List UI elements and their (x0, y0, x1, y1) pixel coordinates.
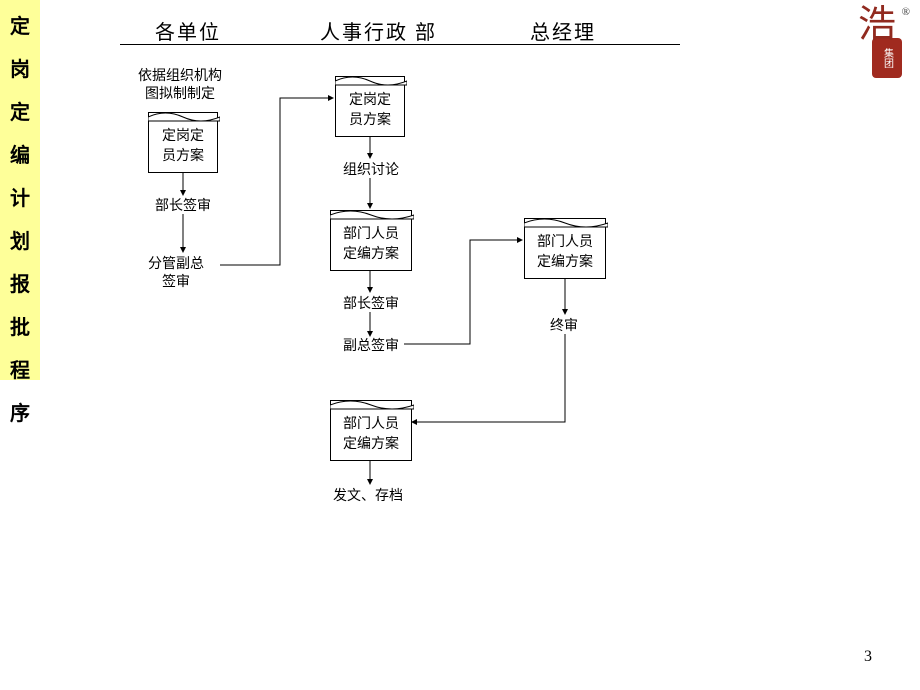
flow-text: 部长签审 (155, 198, 211, 216)
sidebar-char: 程 (10, 354, 30, 383)
flow-text: 组织讨论 (343, 162, 399, 180)
header-underline (120, 44, 680, 45)
sidebar-title: 定岗定编计划报批程序 (0, 0, 40, 380)
sidebar-char: 报 (10, 268, 30, 297)
flow-text: 终审 (550, 318, 578, 336)
flow-text: 发文、存档 (333, 488, 403, 506)
page-number: 3 (864, 648, 872, 666)
flow-text: 依据组织机构图拟制制定 (138, 68, 222, 104)
sidebar-char: 划 (10, 225, 30, 254)
registered-mark: ® (902, 6, 910, 18)
flow-text: 分管副总签审 (148, 256, 204, 292)
flow-text: 部长签审 (343, 296, 399, 314)
flow-text: 副总签审 (343, 338, 399, 356)
document-box: 部门人员定编方案 (524, 218, 606, 279)
sidebar-char: 计 (10, 182, 30, 211)
doc-box-line2: 定编方案 (339, 245, 403, 265)
document-box: 部门人员定编方案 (330, 210, 412, 271)
document-box: 部门人员定编方案 (330, 400, 412, 461)
doc-box-line1: 定岗定 (157, 127, 209, 147)
document-box: 定岗定员方案 (335, 76, 405, 137)
doc-box-line1: 定岗定 (344, 91, 396, 111)
column-header: 人事行政 部 (320, 16, 437, 45)
doc-box-line1: 部门人员 (533, 233, 597, 253)
doc-box-line1: 部门人员 (339, 225, 403, 245)
doc-box-line2: 员方案 (157, 147, 209, 167)
sidebar-char: 批 (10, 311, 30, 340)
sidebar-char: 编 (10, 139, 30, 168)
doc-box-line2: 员方案 (344, 111, 396, 131)
document-box: 定岗定员方案 (148, 112, 218, 173)
doc-box-line2: 定编方案 (339, 435, 403, 455)
column-header: 各单位 (155, 16, 221, 45)
sidebar-char: 岗 (10, 53, 30, 82)
doc-box-line1: 部门人员 (339, 415, 403, 435)
sidebar-char: 定 (10, 10, 30, 39)
brand-logo: ® 浩 集团 (858, 6, 908, 86)
sidebar-char: 定 (10, 96, 30, 125)
sidebar-char: 序 (10, 397, 30, 426)
doc-box-line2: 定编方案 (533, 253, 597, 273)
column-header: 总经理 (530, 16, 596, 45)
